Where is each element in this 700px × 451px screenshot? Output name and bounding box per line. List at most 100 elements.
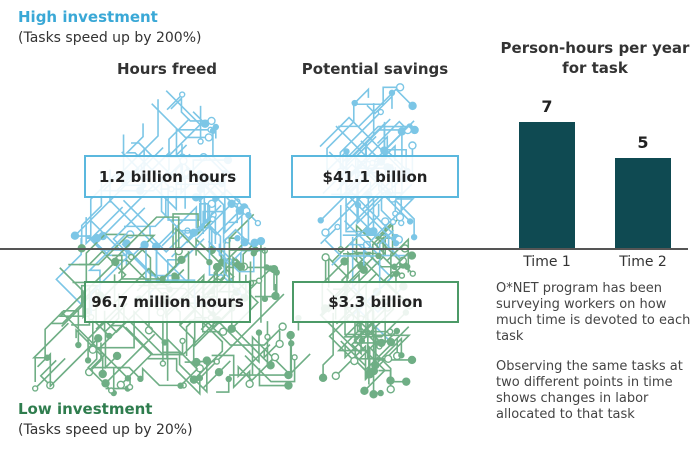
circuit-trace (85, 206, 124, 246)
circuit-node (408, 141, 417, 150)
circuit-node (218, 258, 225, 266)
circuit-node (340, 257, 349, 266)
circuit-node (197, 138, 204, 145)
circuit-node (245, 379, 254, 389)
circuit-node (395, 83, 405, 92)
circuit-node (377, 108, 384, 116)
note-observing: Observing the same tasks at two differen… (496, 359, 683, 422)
circuit-node (31, 385, 39, 392)
note-onet: O*NET program has been surveying workers… (496, 281, 691, 344)
circuit-node (200, 119, 210, 128)
high-hours-freed-value: 1.2 billion hours (84, 155, 251, 198)
circuit-node (398, 352, 405, 359)
circuit-node (375, 252, 382, 260)
circuit-node (386, 376, 395, 385)
circuit-node (386, 385, 395, 394)
circuit-node (278, 322, 287, 331)
circuit-node (389, 218, 397, 226)
circuit-node (266, 361, 275, 370)
circuit-node (291, 354, 298, 361)
circuit-node (391, 263, 398, 270)
circuit-node (360, 386, 369, 396)
circuit-trace (161, 188, 202, 247)
circuit-node (101, 379, 110, 388)
circuit-node (213, 358, 221, 365)
circuit-trace (366, 92, 393, 115)
circuit-node (107, 387, 115, 394)
circuit-trace (195, 203, 233, 240)
low-hours-freed-value: 96.7 million hours (84, 281, 251, 323)
circuit-node (275, 339, 284, 349)
hours-freed-heading: Hours freed (116, 60, 218, 78)
circuit-node (402, 377, 411, 386)
circuit-trace (244, 355, 296, 383)
circuit-trace (320, 226, 339, 245)
circuit-trace (110, 319, 219, 356)
circuit-node (98, 369, 107, 379)
chart-title: Person-hours per year for task (500, 39, 690, 77)
circuit-node (227, 199, 236, 209)
circuit-node (383, 354, 393, 364)
circuit-node (234, 234, 241, 242)
circuit-node (255, 277, 263, 284)
circuit-node (235, 206, 245, 215)
bar-time-1 (519, 122, 575, 248)
circuit-node (369, 227, 378, 236)
circuit-trace (114, 216, 180, 260)
circuit-node (406, 218, 414, 225)
circuit-node (393, 327, 401, 335)
circuit-trace (36, 337, 99, 389)
circuit-node (321, 253, 330, 262)
circuit-node (178, 91, 186, 98)
circuit-node (177, 255, 186, 265)
circuit-trace (347, 203, 380, 270)
circuit-trace (354, 87, 370, 104)
circuit-node (254, 219, 262, 227)
circuit-trace (380, 238, 404, 262)
circuit-node (179, 337, 186, 345)
potential-savings-heading: Potential savings (301, 60, 449, 78)
circuit-trace (204, 202, 238, 266)
circuit-trace (324, 239, 379, 266)
circuit-node (92, 233, 102, 243)
circuit-node (398, 272, 406, 279)
circuit-trace (158, 205, 213, 251)
circuit-node (386, 337, 396, 347)
low-investment-subtitle: (Tasks speed up by 20%) (18, 422, 193, 438)
circuit-trace (44, 310, 80, 359)
circuit-node (359, 265, 368, 275)
circuit-node (264, 333, 271, 341)
circuit-node (318, 373, 328, 383)
x-tick-time-1: Time 1 (523, 254, 571, 270)
circuit-node (284, 381, 293, 390)
circuit-node (321, 228, 330, 237)
circuit-node (192, 357, 201, 367)
circuit-trace (166, 93, 183, 111)
circuit-trace (88, 342, 102, 373)
circuit-trace (162, 351, 208, 394)
circuit-trace (338, 88, 414, 128)
circuit-trace (232, 242, 256, 288)
circuit-node (410, 233, 418, 241)
circuit-node (284, 370, 293, 380)
circuit-node (388, 89, 396, 97)
circuit-node (408, 101, 417, 111)
circuit-node (331, 371, 341, 381)
circuit-trace (72, 233, 131, 284)
circuit-node (84, 367, 94, 377)
circuit-trace (78, 234, 156, 266)
circuit-node (206, 258, 213, 266)
circuit-node (250, 238, 259, 248)
high-investment-subtitle: (Tasks speed up by 200%) (18, 30, 202, 46)
circuit-node (288, 340, 295, 347)
data-label: 7 (541, 97, 553, 116)
circuit-trace (31, 322, 69, 382)
circuit-node (116, 380, 126, 390)
circuit-trace (390, 253, 404, 279)
circuit-trace (374, 336, 403, 366)
circuit-node (227, 324, 236, 333)
circuit-trace (354, 321, 382, 344)
circuit-node (212, 262, 222, 272)
circuit-trace (237, 344, 276, 382)
